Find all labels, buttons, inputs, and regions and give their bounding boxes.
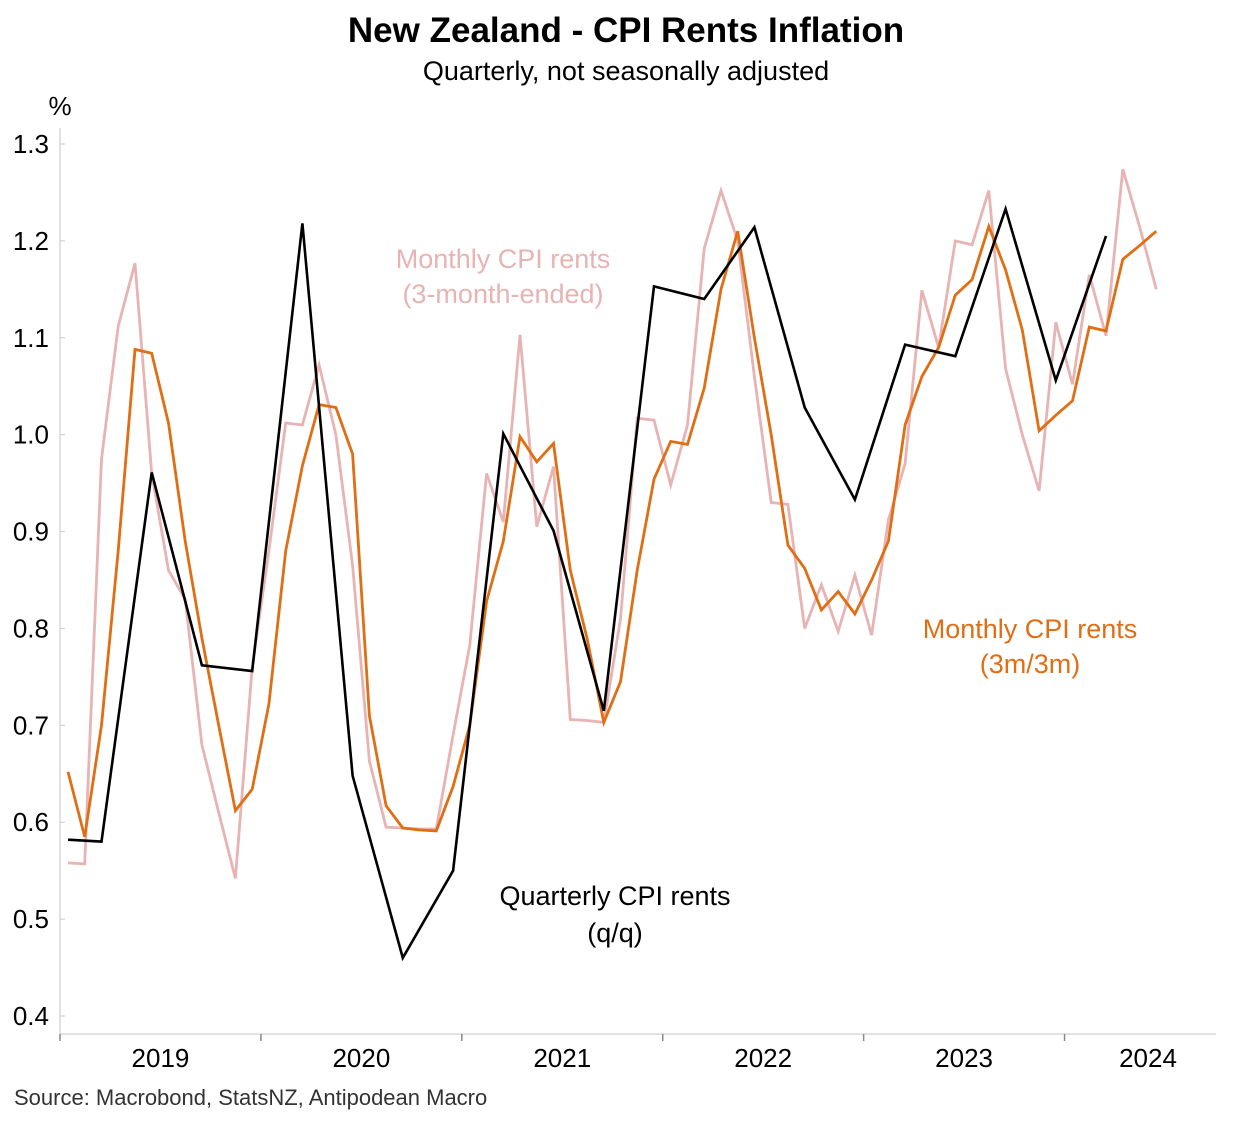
y-tick-label: 0.8 xyxy=(13,613,49,643)
series-line-monthly-3m xyxy=(67,168,1158,879)
annotation-monthly-3m-ended-line2: (3-month-ended) xyxy=(402,279,603,309)
y-tick-label: 0.5 xyxy=(13,904,49,934)
x-tick-label: 2024 xyxy=(1119,1043,1177,1073)
chart-subtitle: Quarterly, not seasonally adjusted xyxy=(423,56,829,86)
y-tick-label: 0.7 xyxy=(13,710,49,740)
y-tick-label: 1.1 xyxy=(13,323,49,353)
x-tick-label: 2019 xyxy=(132,1043,190,1073)
chart-title: New Zealand - CPI Rents Inflation xyxy=(348,11,904,50)
x-tick-label: 2022 xyxy=(734,1043,792,1073)
x-tick-label: 2023 xyxy=(935,1043,993,1073)
y-tick-label: 0.9 xyxy=(13,517,49,547)
x-tick-label: 2021 xyxy=(533,1043,591,1073)
y-tick-label: 1.3 xyxy=(13,129,49,159)
x-axis-ticks: 2019 2020 2021 2022 2023 2024 xyxy=(59,1034,1177,1073)
annotation-monthly-3m-ended: Monthly CPI rents (3-month-ended) xyxy=(396,244,611,309)
annotation-monthly-3m3m-line1: Monthly CPI rents xyxy=(923,614,1138,644)
annotation-monthly-3m3m-line2: (3m/3m) xyxy=(980,649,1081,679)
y-tick-label: 0.4 xyxy=(13,1001,49,1031)
x-tick-label: 2020 xyxy=(332,1043,390,1073)
y-axis-unit-label: % xyxy=(48,91,71,121)
y-tick-label: 1.0 xyxy=(13,420,49,450)
annotation-quarterly: Quarterly CPI rents (q/q) xyxy=(499,881,730,948)
annotation-monthly-3m3m: Monthly CPI rents (3m/3m) xyxy=(923,614,1138,679)
annotation-quarterly-line1: Quarterly CPI rents xyxy=(499,881,730,911)
annotation-monthly-3m-ended-line1: Monthly CPI rents xyxy=(396,244,611,274)
series-line-monthly-3m3m xyxy=(66,222,1158,838)
y-axis-ticks: 1.3 1.2 1.1 1.0 0.9 0.8 0.7 0.6 0.5 0.4 xyxy=(13,129,65,1031)
series-line-quarterly xyxy=(67,204,1108,962)
annotation-quarterly-line2: (q/q) xyxy=(587,918,643,948)
y-tick-label: 0.6 xyxy=(13,807,49,837)
source-note: Source: Macrobond, StatsNZ, Antipodean M… xyxy=(14,1085,487,1110)
y-tick-label: 1.2 xyxy=(13,226,49,256)
plot-lines xyxy=(66,168,1158,962)
